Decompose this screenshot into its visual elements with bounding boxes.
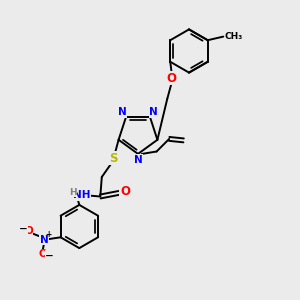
Text: N: N — [149, 107, 158, 117]
Text: N: N — [134, 155, 142, 165]
Text: −: − — [45, 250, 54, 261]
Text: S: S — [109, 152, 117, 165]
Text: CH₃: CH₃ — [225, 32, 243, 41]
Text: NH: NH — [73, 190, 90, 200]
Text: O: O — [167, 72, 177, 85]
Text: −: − — [19, 224, 28, 234]
Text: O: O — [24, 226, 33, 236]
Text: N: N — [40, 235, 49, 245]
Text: O: O — [38, 249, 47, 259]
Text: O: O — [120, 185, 130, 198]
Text: +: + — [45, 230, 51, 239]
Text: H: H — [70, 188, 77, 197]
Text: N: N — [118, 107, 127, 117]
